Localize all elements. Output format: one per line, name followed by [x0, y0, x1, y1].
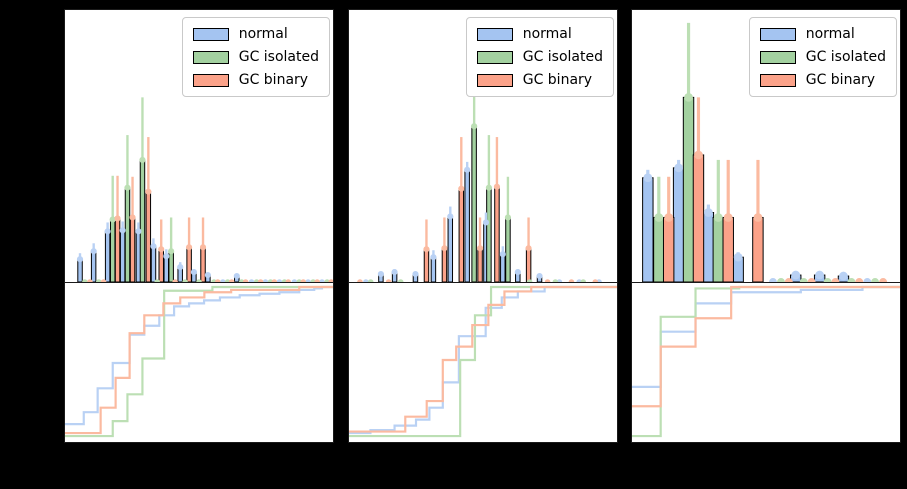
panel-left: normal GC isolated GC binary [64, 9, 334, 443]
histogram-canvas-right [642, 22, 888, 282]
hist-errorbars-normal [643, 159, 872, 282]
legend-swatch-gc-binary [192, 73, 229, 87]
histogram-canvas-middle [357, 93, 602, 282]
hist-errorbars-normal [76, 221, 325, 282]
histogram-plot-right: normal GC isolated GC binary [631, 9, 901, 283]
cdf-line-gc_isolated [349, 285, 617, 438]
legend: normal GC isolated GC binary [465, 17, 614, 97]
legend-label-gc-binary: GC binary [522, 72, 593, 88]
panel-middle: normal GC isolated GC binary [348, 9, 618, 443]
legend-swatch-gc-isolated [476, 50, 513, 64]
hist-errorbars-gc_binary [87, 137, 333, 282]
cdf-line-normal [349, 285, 617, 435]
legend-item: normal [192, 26, 319, 42]
legend-label-gc-isolated: GC isolated [522, 49, 603, 65]
legend-label-gc-isolated: GC isolated [238, 49, 319, 65]
hist-errorbars-gc_isolated [367, 93, 587, 282]
legend: normal GC isolated GC binary [748, 17, 897, 97]
hist-bars-gc_binary [114, 191, 206, 282]
cdf-canvas-left [65, 285, 333, 438]
legend-label-gc-isolated: GC isolated [805, 49, 886, 65]
legend-item: GC isolated [192, 49, 319, 65]
legend-label-normal: normal [238, 26, 288, 42]
hist-bars-gc_binary [423, 186, 532, 282]
legend-swatch-gc-isolated [759, 50, 796, 64]
histogram-canvas-left [76, 97, 333, 282]
cdf-line-gc_binary [632, 285, 900, 408]
legend-item: normal [759, 26, 886, 42]
legend: normal GC isolated GC binary [181, 17, 330, 97]
hist-errorbars-normal [363, 161, 602, 282]
cdf-line-gc_isolated [65, 285, 333, 438]
legend-swatch-gc-binary [476, 73, 513, 87]
cdf-plot-right [631, 283, 901, 443]
legend-swatch-normal [759, 27, 796, 41]
legend-item: GC binary [192, 72, 319, 88]
legend-label-normal: normal [805, 26, 855, 42]
legend-label-gc-binary: GC binary [805, 72, 876, 88]
cdf-line-gc_binary [349, 285, 617, 433]
cdf-plot-middle [348, 283, 618, 443]
panel-right: normal GC isolated GC binary [631, 9, 901, 443]
cdf-line-gc_isolated [632, 285, 900, 438]
hist-errorbars-gc_binary [664, 97, 888, 282]
histogram-plot-left: normal GC isolated GC binary [64, 9, 334, 283]
legend-swatch-normal [476, 27, 513, 41]
histogram-plot-middle: normal GC isolated GC binary [348, 9, 618, 283]
hist-errorbars-gc_isolated [654, 22, 880, 282]
legend-item: normal [476, 26, 603, 42]
hist-bars-normal [77, 229, 240, 282]
legend-item: GC isolated [476, 49, 603, 65]
legend-item: GC binary [476, 72, 603, 88]
cdf-line-gc_binary [65, 285, 333, 435]
legend-swatch-gc-isolated [192, 50, 229, 64]
cdf-canvas-middle [349, 285, 617, 438]
legend-item: GC isolated [759, 49, 886, 65]
legend-item: GC binary [759, 72, 886, 88]
hist-errorbars-gc_binary [357, 137, 599, 282]
cdf-canvas-right [632, 285, 900, 438]
legend-swatch-normal [192, 27, 229, 41]
cdf-plot-left [64, 283, 334, 443]
legend-label-normal: normal [522, 26, 572, 42]
hist-errorbars-gc_isolated [82, 97, 330, 282]
cdf-line-normal [632, 285, 900, 388]
legend-swatch-gc-binary [759, 73, 796, 87]
legend-label-gc-binary: GC binary [238, 72, 309, 88]
cdf-line-normal [65, 285, 333, 426]
